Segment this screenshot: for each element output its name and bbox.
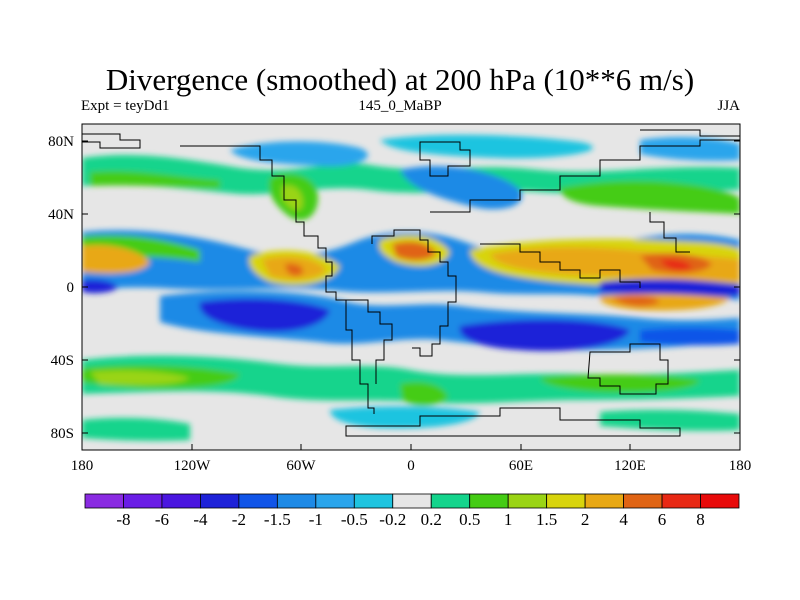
colorbar-swatch: [430, 493, 471, 509]
time-label: 145_0_MaBP: [358, 98, 442, 114]
colorbar-swatch: [392, 493, 432, 509]
colorbar-swatch: [584, 493, 624, 509]
contour-south-green-patch: [400, 381, 448, 406]
contour-south-blue-east: [640, 327, 740, 346]
map-title: Divergence (smoothed) at 200 hPa (10**6 …: [105, 62, 695, 97]
contour-tropical-red-central: [285, 263, 304, 276]
y-tick-label-0: 0: [66, 280, 75, 296]
colorbar-label: -1.5: [263, 510, 291, 529]
contour-tropical-orange-africa: [392, 241, 436, 261]
colorbar-swatch: [661, 493, 701, 509]
outline-antarctica: [345, 407, 681, 437]
colorbar-label: 0.5: [459, 510, 481, 529]
colorbar-label: 6: [657, 510, 667, 529]
contour-south-navy-east: [459, 319, 630, 352]
colorbar-swatch: [469, 493, 509, 509]
x-tick-label-60e: 60E: [508, 458, 534, 474]
colorbar-label: -0.2: [379, 510, 407, 529]
contour-far-south-blue: [330, 406, 480, 429]
experiment-label: Expt = teyDd1: [81, 98, 170, 114]
y-tick-label-80s: 80S: [50, 426, 74, 442]
outline-greenland: [419, 141, 471, 177]
outline-europe-africa: [371, 229, 457, 357]
colorbar-swatch: [276, 493, 317, 509]
outline-north-america: [180, 145, 346, 301]
colorbar-swatch: [546, 493, 586, 509]
y-tick-label-40n: 40N: [48, 207, 74, 223]
continent-outlines: [82, 129, 740, 437]
colorbar-swatch: [507, 493, 548, 509]
outline-east-asia: [649, 212, 690, 253]
x-tick-label-0: 0: [407, 458, 415, 474]
colorbar-swatch: [200, 493, 240, 509]
colorbar-label: 2: [580, 510, 590, 529]
contour-east-blue-north: [640, 137, 740, 161]
outline-asia-south: [480, 243, 641, 288]
divergence-field: [82, 129, 740, 441]
y-tick-label-40s: 40S: [50, 353, 74, 369]
colorbar-label: 1: [503, 510, 513, 529]
contour-tropical-orange-west: [82, 244, 150, 274]
colorbar-label: 1.5: [536, 510, 558, 529]
colorbar-swatch: [238, 493, 278, 509]
outline-south-america-east: [346, 299, 393, 384]
contour-east-green-north: [560, 180, 740, 214]
colorbar-label: -6: [154, 510, 170, 529]
colorbar-label: -8: [116, 510, 131, 529]
colorbar-swatch: [353, 493, 394, 509]
contour-south-yellow-west: [90, 370, 190, 386]
x-tick-label-60w: 60W: [286, 458, 316, 474]
colorbar-swatch: [84, 493, 124, 509]
colorbar-swatch: [123, 493, 163, 509]
contour-far-south-green-east: [600, 409, 740, 431]
contour-south-navy-west: [199, 298, 330, 332]
colorbar-label: -2: [231, 510, 246, 529]
colorbar-label: -0.5: [340, 510, 368, 529]
outline-eurasia: [430, 139, 740, 213]
contour-north-green-inner: [90, 171, 220, 188]
colorbar-label: 0.2: [420, 510, 442, 529]
colorbar-swatch: [623, 493, 663, 509]
contour-equatorial-navy-east: [600, 278, 740, 297]
contour-north-blue-2: [380, 134, 593, 159]
outline-alaska: [82, 133, 141, 149]
outline-south-america: [345, 300, 375, 414]
contour-equatorial-navy-west: [82, 279, 118, 294]
colorbar-label: -4: [193, 510, 208, 529]
axis-ticks: [82, 140, 740, 450]
x-tick-label-120e: 120E: [614, 458, 646, 474]
colorbar-label: -1: [308, 510, 323, 529]
colorbar-swatch: [161, 493, 201, 509]
colorbar: [84, 493, 740, 509]
x-tick-label-180-east: 180: [728, 458, 752, 474]
contour-south-lime-east: [540, 374, 700, 393]
contour-tropical-red-core: [660, 259, 692, 270]
contour-far-south-green: [82, 417, 190, 441]
colorbar-swatch: [700, 493, 740, 509]
contour-equatorial-red-east: [612, 295, 660, 307]
y-tick-label-80n: 80N: [48, 134, 74, 150]
outline-australia: [587, 343, 669, 395]
x-tick-label-120w: 120W: [173, 458, 211, 474]
contour-central-blue-arc: [400, 166, 522, 210]
outline-siberia: [640, 129, 740, 137]
x-tick-label-180-west: 180: [70, 458, 94, 474]
season-label: JJA: [717, 98, 740, 114]
colorbar-label: 8: [696, 510, 705, 529]
colorbar-swatch: [315, 493, 355, 509]
contour-south-green-band: [82, 355, 740, 404]
colorbar-label: 4: [619, 510, 628, 529]
contour-north-yellow-arc: [282, 185, 303, 211]
